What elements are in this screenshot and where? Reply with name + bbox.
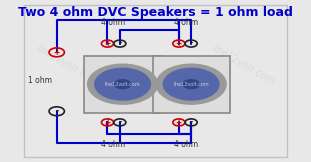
- Bar: [153, 56, 230, 113]
- Text: Two 4 ohm DVC Speakers = 1 ohm load: Two 4 ohm DVC Speakers = 1 ohm load: [18, 6, 293, 19]
- Text: -: -: [190, 118, 193, 127]
- Text: -: -: [55, 107, 58, 116]
- Circle shape: [156, 64, 227, 105]
- Text: the12volt.com: the12volt.com: [210, 43, 276, 87]
- Text: the12volt.com: the12volt.com: [173, 82, 209, 87]
- Text: +: +: [104, 118, 111, 127]
- Text: -: -: [190, 39, 193, 48]
- Circle shape: [87, 64, 158, 105]
- Bar: [84, 56, 161, 113]
- Text: 1 ohm: 1 ohm: [28, 76, 52, 86]
- Text: -: -: [118, 39, 121, 48]
- Text: the12volt.com: the12volt.com: [105, 82, 140, 87]
- Text: +: +: [104, 39, 111, 48]
- Text: +: +: [176, 39, 182, 48]
- Circle shape: [163, 68, 220, 101]
- Text: +: +: [53, 48, 60, 57]
- Text: 4 ohm: 4 ohm: [101, 18, 125, 27]
- Circle shape: [94, 68, 151, 101]
- Text: the12volt.com: the12volt.com: [123, 59, 188, 103]
- Circle shape: [182, 79, 200, 89]
- Text: -: -: [118, 118, 121, 127]
- Text: the12volt.com: the12volt.com: [35, 43, 101, 87]
- Text: +: +: [176, 118, 182, 127]
- Circle shape: [114, 79, 132, 89]
- Text: 4 ohm: 4 ohm: [101, 140, 125, 149]
- Text: 4 ohm: 4 ohm: [174, 140, 198, 149]
- Text: 4 ohm: 4 ohm: [174, 18, 198, 27]
